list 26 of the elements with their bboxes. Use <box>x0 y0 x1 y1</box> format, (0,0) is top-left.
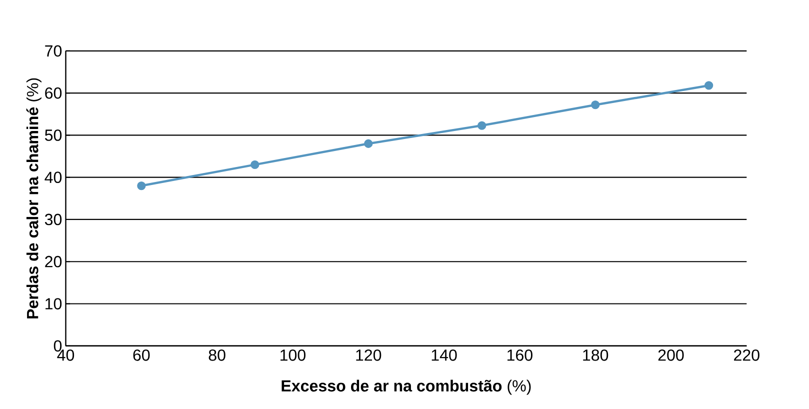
x-tick-label: 80 <box>208 350 226 361</box>
x-tick-label: 60 <box>133 350 150 361</box>
x-tick-label: 180 <box>583 350 608 361</box>
x-axis-title: Excesso de ar na combustão (%) <box>282 380 531 395</box>
y-tick-label: 60 <box>45 87 62 99</box>
point <box>250 160 260 170</box>
y-tick-label: 70 <box>45 45 62 57</box>
y-tick-label: 50 <box>44 130 62 142</box>
x-tick-label: 200 <box>658 350 684 361</box>
y-tick-label: 10 <box>46 298 62 310</box>
y-tick-label: 0 <box>54 340 62 352</box>
x-tick-label: 100 <box>280 350 306 361</box>
x-tick-label: 40 <box>57 350 74 361</box>
point <box>137 182 146 190</box>
x-tick-label: 120 <box>356 350 382 361</box>
y-tick-label: 40 <box>44 172 62 184</box>
x-tick-label: 140 <box>432 350 457 361</box>
y-tick-label: 30 <box>44 214 62 226</box>
y-axis-title: Perdas de calor na chaminé (%) <box>26 78 42 319</box>
point <box>591 100 600 110</box>
y-tick-label: 20 <box>45 256 62 268</box>
x-tick-label: 160 <box>507 350 532 361</box>
point <box>704 81 714 90</box>
point <box>478 121 486 130</box>
point <box>364 139 373 148</box>
x-tick-label: 220 <box>734 350 760 361</box>
